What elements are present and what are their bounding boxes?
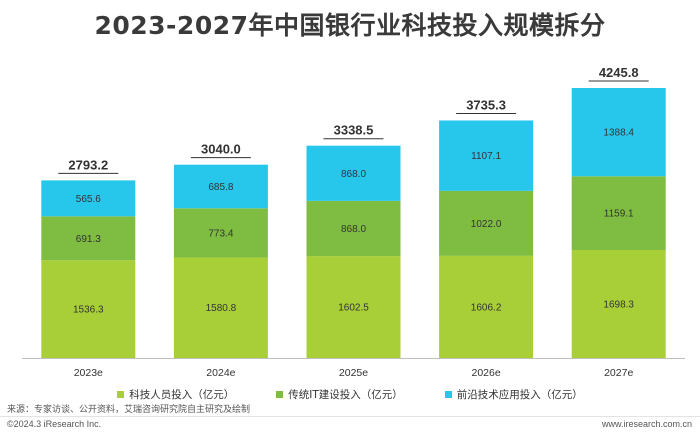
legend-item-frontier-tech: 前沿技术应用投入（亿元） <box>444 387 583 402</box>
x-tick-label-2027e: 2027e <box>604 367 633 379</box>
total-label-2027e: 4245.8 <box>599 65 639 80</box>
total-label-2023e: 2793.2 <box>68 157 108 172</box>
data-label-traditional-it-2026e: 1022.0 <box>471 219 502 230</box>
data-label-traditional-it-2023e: 691.3 <box>76 234 101 245</box>
website-url: www.iresearch.com.cn <box>601 419 692 429</box>
legend: 科技人员投入（亿元） 传统IT建设投入（亿元） 前沿技术应用投入（亿元） <box>0 387 700 402</box>
legend-label-staff: 科技人员投入（亿元） <box>129 389 235 401</box>
data-label-traditional-it-2027e: 1159.1 <box>604 209 634 220</box>
x-tick-label-2025e: 2025e <box>339 367 368 379</box>
data-label-traditional-it-2025e: 868.0 <box>341 224 366 235</box>
x-tick-label-2023e: 2023e <box>74 367 103 379</box>
bar-segment-staff-2024e <box>173 257 268 358</box>
total-label-2024e: 3040.0 <box>201 142 241 157</box>
legend-swatch-frontier-tech <box>444 391 452 398</box>
bar-segment-frontier-tech-2023e <box>41 180 136 217</box>
x-tick-label-2026e: 2026e <box>471 367 500 379</box>
bar-segment-traditional-it-2023e <box>41 216 136 261</box>
legend-item-traditional-it: 传统IT建设投入（亿元） <box>276 387 403 402</box>
bar-segment-frontier-tech-2025e <box>306 145 401 201</box>
total-label-2025e: 3338.5 <box>334 123 374 138</box>
data-label-staff-2025e: 1602.5 <box>338 303 369 314</box>
bar-segment-traditional-it-2026e <box>439 190 534 256</box>
copyright: ©2024.3 iResearch Inc. <box>7 419 102 429</box>
data-label-staff-2027e: 1698.3 <box>603 300 634 311</box>
legend-swatch-staff <box>117 391 125 398</box>
bar-segment-frontier-tech-2024e <box>173 164 268 209</box>
bar-segment-frontier-tech-2026e <box>439 120 534 191</box>
legend-label-frontier-tech: 前沿技术应用投入（亿元） <box>456 389 583 401</box>
x-tick-label-2024e: 2024e <box>206 367 235 379</box>
bar-segment-staff-2026e <box>439 255 534 358</box>
bar-segment-frontier-tech-2027e <box>571 88 666 177</box>
data-label-staff-2024e: 1580.8 <box>206 303 237 314</box>
bar-segment-traditional-it-2027e <box>571 176 666 251</box>
total-label-2026e: 3735.3 <box>466 97 506 112</box>
data-label-frontier-tech-2025e: 868.0 <box>341 169 366 180</box>
data-label-staff-2023e: 1536.3 <box>73 305 104 316</box>
source-note: 来源：专家访谈、公开资料，艾瑞咨询研究院自主研究及绘制 <box>7 405 251 415</box>
legend-swatch-traditional-it <box>276 391 284 398</box>
data-label-frontier-tech-2023e: 565.6 <box>76 194 101 205</box>
legend-item-staff: 科技人员投入（亿元） <box>117 387 234 402</box>
data-label-frontier-tech-2024e: 685.8 <box>208 182 233 193</box>
data-label-frontier-tech-2026e: 1107.1 <box>471 151 501 162</box>
data-label-frontier-tech-2027e: 1388.4 <box>603 128 634 139</box>
bar-segment-staff-2025e <box>306 256 401 358</box>
data-label-traditional-it-2024e: 773.4 <box>208 228 233 239</box>
footer-divider <box>0 416 700 417</box>
legend-label-traditional-it: 传统IT建设投入（亿元） <box>288 389 403 401</box>
bar-segment-traditional-it-2024e <box>173 208 268 258</box>
bar-segment-staff-2023e <box>41 260 136 358</box>
stacked-bar-chart: 1536.3 691.3 565.6 2793.2 2023e 1580.8 773.4 68… <box>22 65 685 379</box>
data-label-staff-2026e: 1606.2 <box>471 302 502 313</box>
chart-title: 2023-2027年中国银行业科技投入规模拆分 <box>94 11 606 40</box>
bar-segment-traditional-it-2025e <box>306 200 401 257</box>
bar-segment-staff-2027e <box>571 250 666 358</box>
